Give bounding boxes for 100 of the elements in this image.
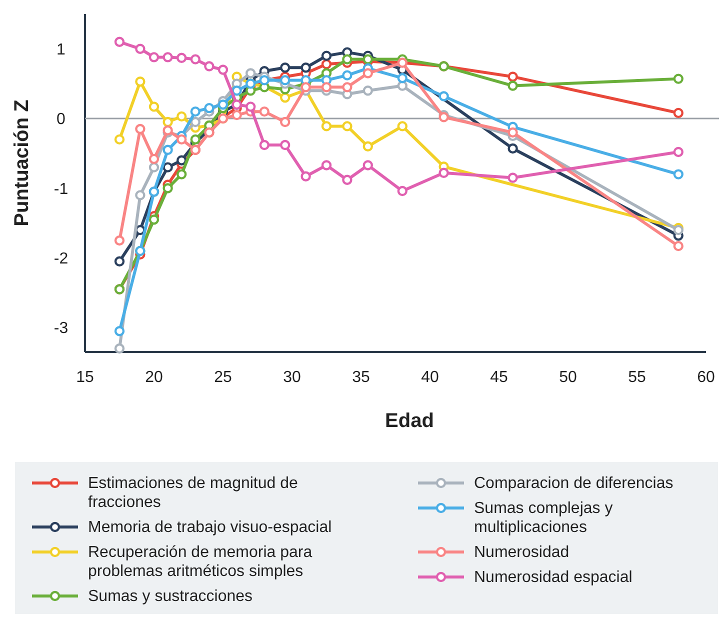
point (162, 116, 173, 128)
point (114, 235, 125, 246)
point (362, 141, 373, 152)
point (342, 54, 352, 64)
point (162, 144, 173, 155)
point (135, 124, 146, 134)
point (508, 72, 518, 82)
point (321, 160, 332, 170)
point (218, 64, 228, 75)
point (321, 82, 332, 92)
y-tick-label: -1 (54, 180, 68, 198)
point (280, 140, 290, 150)
point (135, 76, 146, 87)
point (218, 100, 228, 110)
point (246, 68, 256, 78)
point (397, 73, 408, 84)
y-tick-label: -3 (54, 320, 68, 338)
point (342, 121, 352, 132)
point (162, 52, 173, 62)
point (362, 68, 373, 78)
point (321, 50, 332, 61)
y-tick-label: 0 (56, 111, 66, 128)
point (204, 61, 214, 72)
y-tick-label: -2 (54, 250, 68, 268)
legend-label: Sumas y sustracciones (88, 588, 253, 605)
point (232, 86, 242, 96)
point (190, 54, 200, 64)
legend-label: Sumas complejas y multiplicaciones (474, 500, 613, 536)
point (190, 106, 200, 117)
point (246, 102, 256, 112)
point (176, 52, 187, 64)
point (259, 106, 270, 117)
legend-label: Memoria de trabajo visuo-espacial (88, 519, 332, 536)
point (114, 36, 125, 47)
point (176, 169, 187, 180)
point (438, 112, 449, 122)
point (162, 183, 173, 194)
point (342, 174, 352, 185)
legend-label: Numerosidad espacial (474, 569, 632, 586)
legend-label: Numerosidad (474, 544, 570, 561)
point (673, 146, 684, 158)
point (114, 256, 125, 266)
point (673, 240, 684, 252)
x-tick-label: 25 (214, 369, 232, 386)
x-tick-label: 20 (145, 369, 163, 386)
y-axis-title: Puntuación Z (11, 100, 33, 226)
point (259, 140, 270, 150)
point (280, 62, 290, 73)
point (162, 162, 173, 172)
point (508, 127, 518, 138)
point (148, 102, 160, 112)
point (508, 172, 518, 183)
point (321, 59, 332, 70)
point (148, 154, 160, 164)
point (232, 110, 242, 120)
point (280, 92, 290, 103)
point (204, 102, 214, 114)
point (508, 143, 518, 154)
point (342, 70, 352, 80)
point (176, 134, 187, 145)
x-tick-label: 35 (352, 369, 370, 386)
point (673, 169, 684, 180)
point (300, 62, 311, 73)
point (342, 82, 352, 92)
x-axis-title: Edad (385, 410, 434, 432)
point (438, 91, 449, 102)
point (362, 86, 373, 96)
point (148, 162, 160, 172)
point (114, 343, 125, 354)
x-tick-label: 30 (283, 369, 301, 386)
point (280, 116, 290, 128)
point (397, 121, 408, 132)
point (135, 44, 146, 54)
point (362, 160, 373, 170)
point (148, 52, 160, 62)
legend-label: Estimaciones de magnitud de fracciones (88, 475, 298, 511)
point (300, 82, 311, 92)
point (135, 190, 146, 200)
point (190, 116, 200, 128)
point (280, 75, 290, 86)
point (176, 155, 187, 166)
x-tick-label: 50 (559, 369, 577, 386)
x-tick-label: 40 (421, 369, 439, 386)
point (176, 111, 187, 122)
point (438, 168, 449, 178)
x-tick-label: 45 (490, 369, 508, 386)
x-tick-label: 55 (628, 369, 646, 386)
point (397, 186, 408, 196)
point (300, 171, 311, 182)
point (114, 134, 125, 145)
point (148, 214, 160, 225)
point (114, 326, 125, 336)
point (190, 134, 200, 145)
legend-label: Comparacion de diferencias (474, 475, 674, 492)
x-tick-label: 15 (76, 369, 94, 386)
x-tick-label: 60 (697, 369, 715, 386)
point (673, 74, 684, 84)
y-tick-label: 1 (56, 41, 66, 58)
point (673, 108, 684, 118)
point (321, 121, 332, 132)
